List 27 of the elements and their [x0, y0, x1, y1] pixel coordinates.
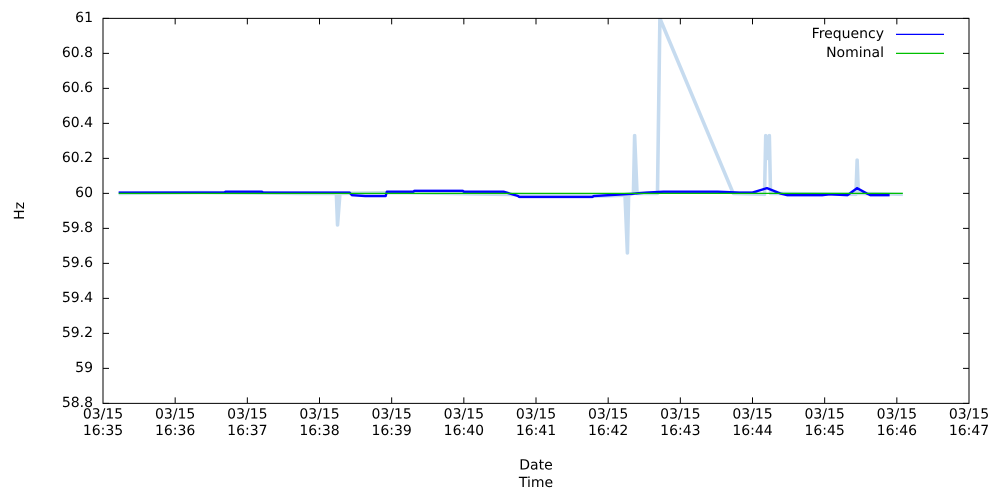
- x-tick-label: 03/15 16:39: [371, 406, 412, 440]
- x-tick-label: 03/15 16:41: [516, 406, 556, 440]
- x-tick-label: 03/15 16:43: [660, 406, 701, 440]
- y-tick-label: 60.6: [62, 80, 94, 96]
- x-tick-label: 03/15 16:37: [227, 406, 268, 440]
- y-tick-label: 59.4: [62, 290, 94, 306]
- y-tick-label: 59.6: [62, 255, 94, 272]
- x-tick-label: 03/15 16:42: [588, 406, 628, 440]
- x-tick-label: 03/15 16:45: [804, 406, 845, 440]
- legend-label: Nominal: [826, 45, 884, 62]
- y-tick-label: 61: [75, 10, 93, 26]
- x-tick-label: 03/15 16:47: [948, 406, 990, 440]
- legend-label: Frequency: [812, 26, 884, 42]
- y-tick-label: 60: [75, 185, 93, 202]
- y-tick-label: 59.2: [62, 325, 93, 342]
- x-tick-label: 03/15 16:36: [154, 406, 196, 440]
- y-tick-label: 60.4: [62, 115, 94, 132]
- y-tick-label: 60.2: [62, 150, 93, 166]
- x-tick-label: 03/15 16:40: [444, 406, 484, 440]
- x-axis-title: Date Time: [518, 457, 554, 491]
- y-tick-label: 59.8: [62, 220, 93, 236]
- x-tick-label: 03/15 16:38: [299, 406, 340, 440]
- y-axis-title: Hz: [12, 202, 28, 220]
- y-tick-label: 60.8: [62, 45, 93, 62]
- x-tick-label: 03/15 16:44: [732, 406, 773, 440]
- y-tick-label: 59: [75, 360, 93, 376]
- x-tick-label: 03/15 16:46: [876, 406, 918, 440]
